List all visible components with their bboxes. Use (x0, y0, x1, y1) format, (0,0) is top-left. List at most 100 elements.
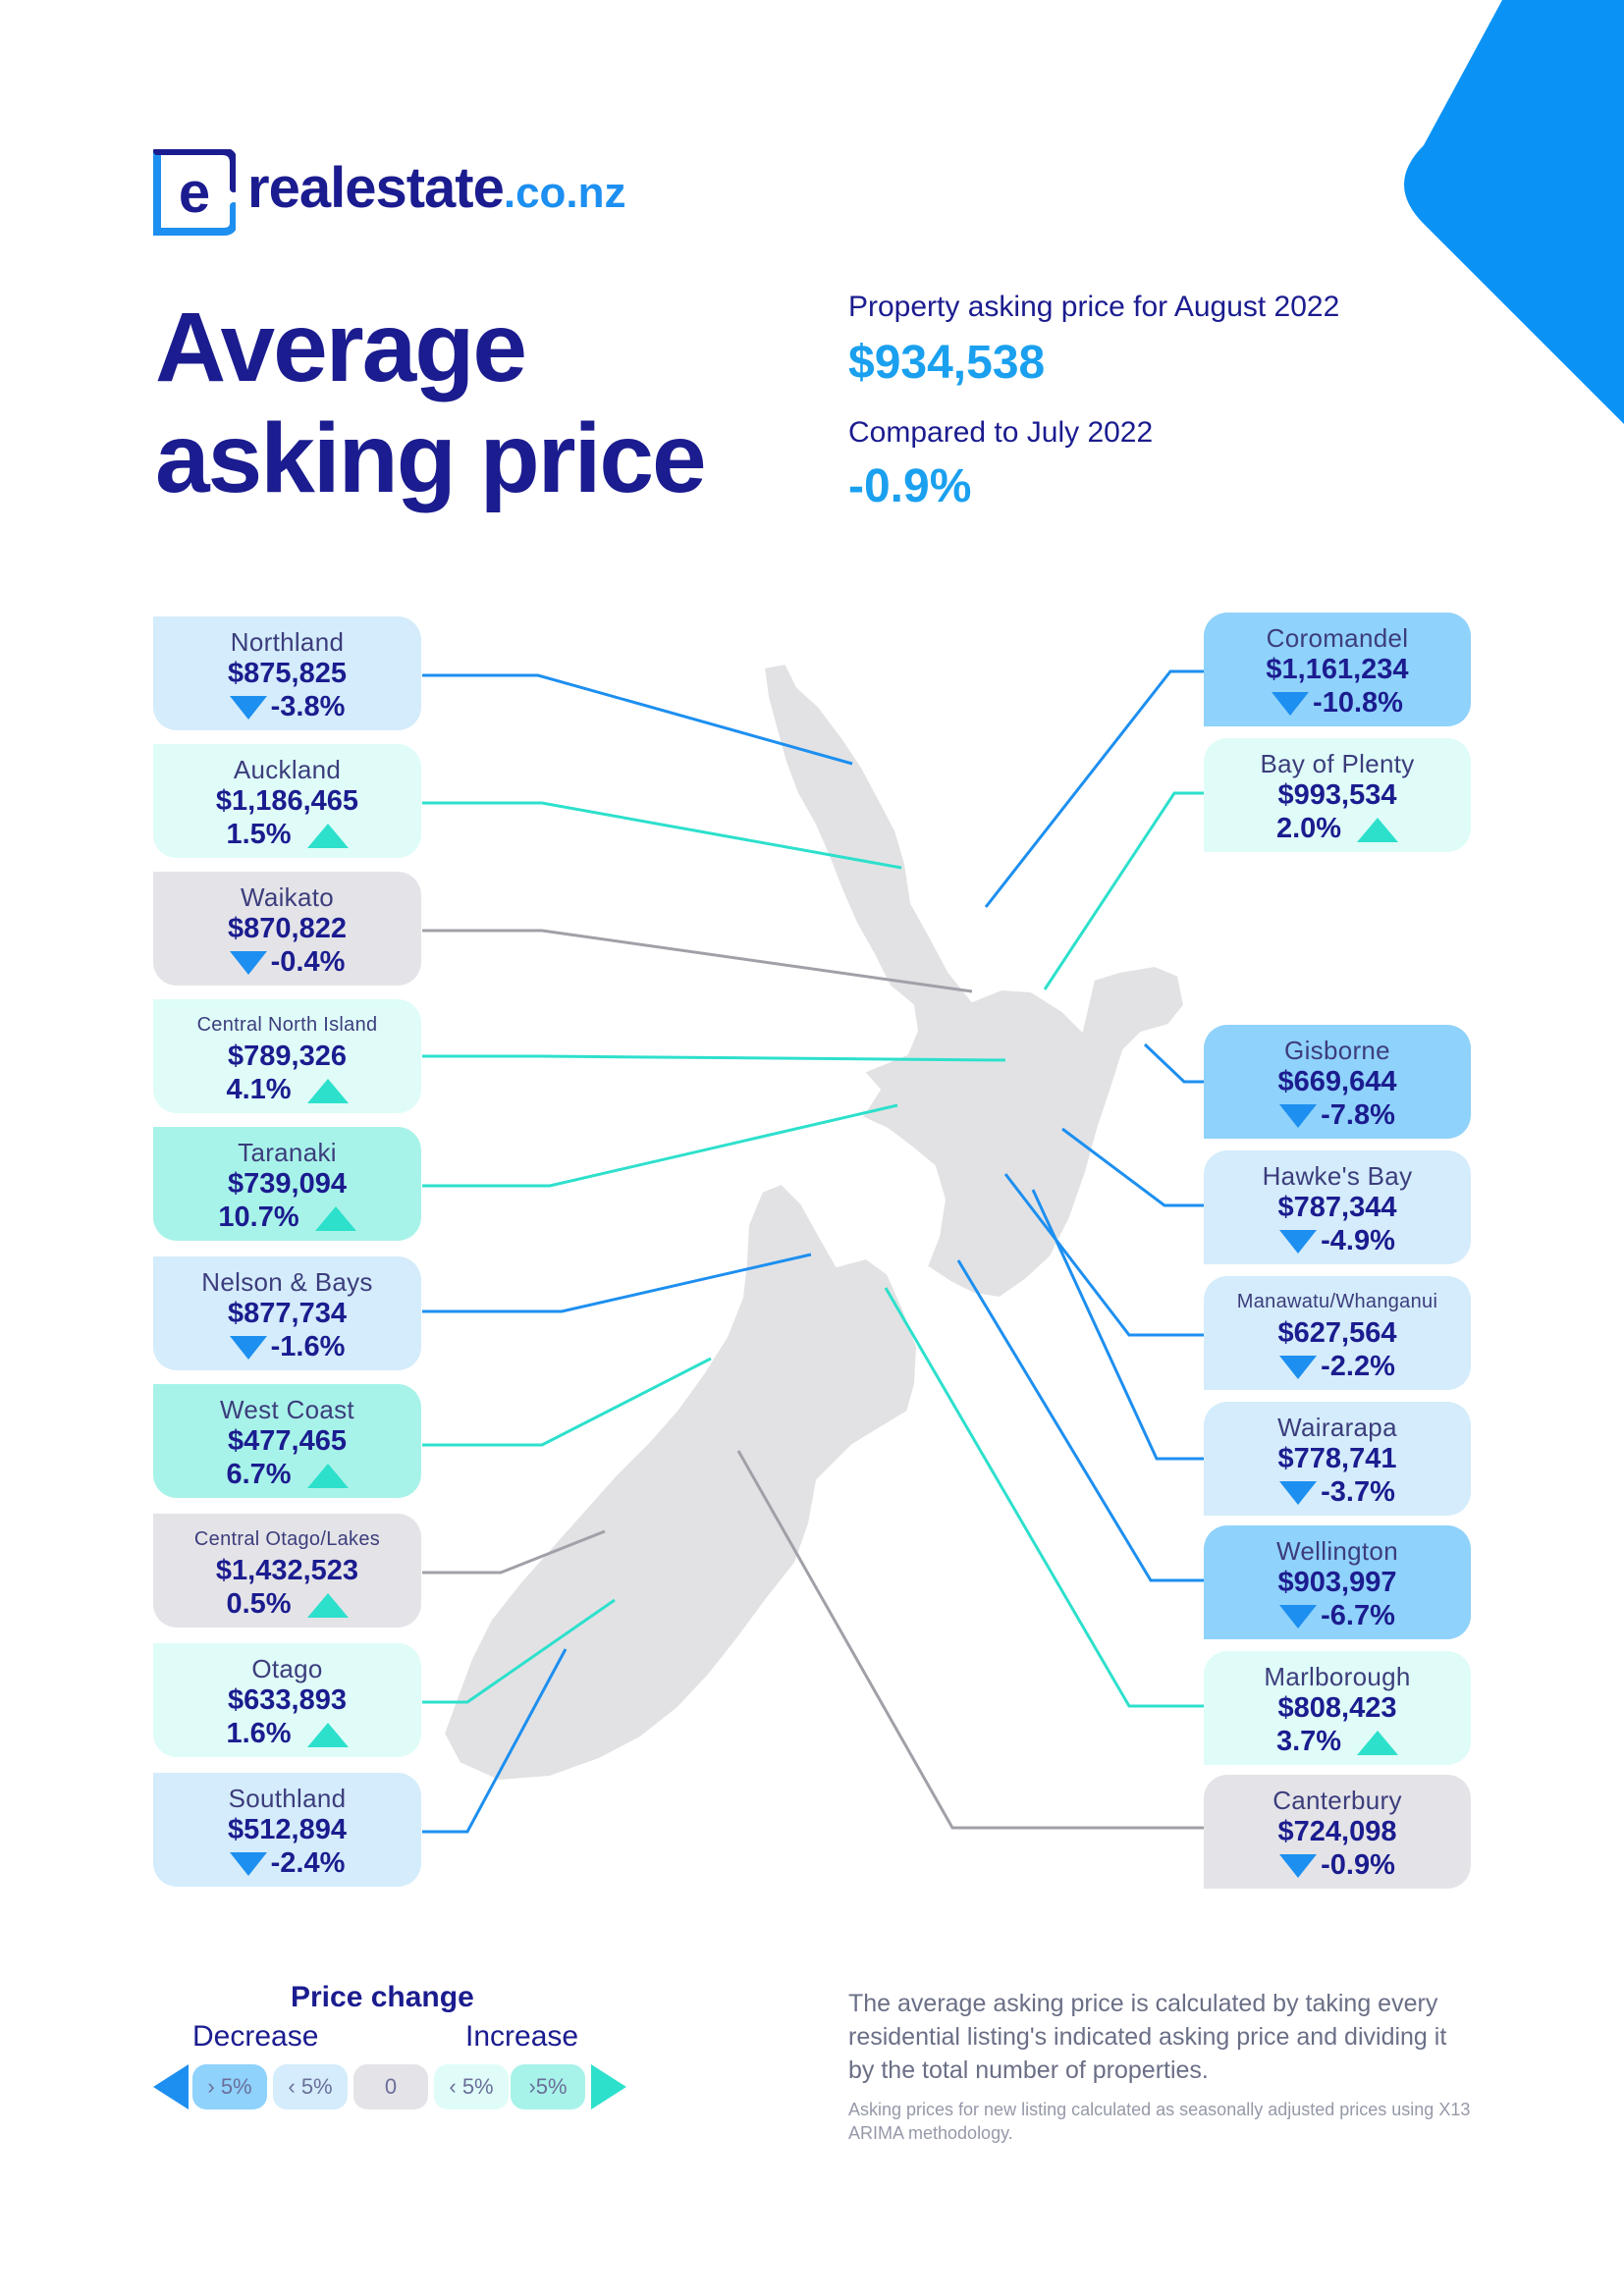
region-change-value: -1.6% (270, 1331, 346, 1362)
region-price: $724,098 (1277, 1816, 1397, 1847)
legend-pill-neutral: 0 (353, 2064, 428, 2109)
connector-coromandel (984, 669, 1204, 908)
region-change-value: -0.4% (270, 946, 346, 978)
region-change-value: 1.6% (226, 1718, 292, 1749)
region-change-row: 10.7% (153, 1201, 421, 1234)
region-name: Taranaki (238, 1138, 337, 1167)
decrease-triangle-icon (1279, 1104, 1318, 1129)
region-change-value: -2.2% (1321, 1351, 1395, 1382)
region-name: Marlborough (1264, 1662, 1411, 1691)
region-name: Hawke's Bay (1262, 1161, 1413, 1191)
title-line-1: Average (155, 293, 527, 402)
region-change-value: -2.4% (270, 1847, 346, 1879)
realestate-logo-icon: e (153, 149, 236, 236)
increase-triangle-icon (1357, 817, 1399, 842)
region-price: $875,825 (228, 658, 347, 689)
region-card-central-otago-lakes: Central Otago/Lakes $1,432,523 0.5% (153, 1514, 421, 1628)
decrease-triangle-icon (229, 1336, 267, 1361)
page-title: Average asking price (155, 293, 707, 514)
north-island-shape (762, 662, 1186, 1300)
region-change-row: -4.9% (1204, 1224, 1471, 1257)
region-card-waikato: Waikato $870,822 -0.4% (153, 872, 421, 986)
decrease-triangle-icon (229, 951, 267, 976)
increase-triangle-icon (1357, 1730, 1399, 1755)
region-change-value: -3.8% (270, 691, 346, 722)
decrease-triangle-icon (229, 696, 267, 721)
region-card-bay-of-plenty: Bay of Plenty $993,534 2.0% (1204, 738, 1471, 852)
fine-print-note: Asking prices for new listing calculated… (848, 2100, 1471, 2143)
legend-increase-label: Increase (465, 2020, 579, 2053)
region-card-marlborough: Marlborough $808,423 3.7% (1204, 1651, 1471, 1765)
region-price: $993,534 (1277, 779, 1397, 811)
brand-name: realestate (247, 156, 505, 220)
region-change-row: 2.0% (1204, 812, 1471, 845)
connector-otago (422, 1598, 616, 1704)
connector-southland (422, 1648, 568, 1834)
region-change-row: -2.2% (1204, 1350, 1471, 1383)
region-change-value: 6.7% (226, 1459, 292, 1490)
legend-decrease-label: Decrease (192, 2020, 319, 2053)
region-name: Auckland (233, 755, 342, 784)
region-change-value: 10.7% (218, 1201, 299, 1233)
connector-lines (422, 669, 1204, 1834)
region-name: Coromandel (1266, 623, 1409, 653)
methodology-note: The average asking price is calculated b… (848, 1990, 1447, 2084)
region-name: Waikato (240, 882, 335, 912)
region-card-southland: Southland $512,894 -2.4% (153, 1773, 421, 1887)
legend-pill-decrease-small: ‹ 5% (273, 2064, 348, 2109)
region-price: $512,894 (228, 1814, 347, 1845)
region-change-row: -0.9% (1204, 1848, 1471, 1882)
connector-wellington (956, 1259, 1204, 1582)
increase-triangle-icon (314, 1205, 356, 1231)
connector-manawatu (1003, 1173, 1204, 1337)
connector-marlborough (884, 1287, 1204, 1708)
region-change-value: 3.7% (1275, 1726, 1342, 1757)
asking-price-label: Property asking price for August 2022 (848, 291, 1340, 323)
south-island-shape (442, 1182, 919, 1783)
region-change-row: -7.8% (1204, 1098, 1471, 1132)
region-change-value: -4.9% (1321, 1225, 1395, 1256)
region-price: $739,094 (228, 1168, 347, 1200)
region-change-row: 1.5% (153, 818, 421, 851)
region-price: $1,161,234 (1266, 654, 1409, 685)
region-change-row: -6.7% (1204, 1599, 1471, 1632)
region-name: Wellington (1276, 1536, 1398, 1566)
region-card-coromandel: Coromandel $1,161,234 -10.8% (1204, 613, 1471, 726)
region-card-otago: Otago $633,893 1.6% (153, 1643, 421, 1757)
region-price: $877,734 (228, 1298, 347, 1329)
region-name: Wairarapa (1277, 1413, 1397, 1442)
region-change-row: -1.6% (153, 1330, 421, 1363)
region-change-value: -0.9% (1321, 1849, 1395, 1881)
connector-gisborne (1143, 1042, 1204, 1084)
compare-value: -0.9% (848, 460, 972, 512)
region-price: $1,186,465 (215, 785, 359, 817)
region-change-row: 1.6% (153, 1717, 421, 1750)
region-change-value: -3.7% (1321, 1476, 1395, 1508)
region-name: Gisborne (1284, 1036, 1390, 1065)
region-name: Otago (251, 1654, 323, 1683)
region-price: $808,423 (1277, 1692, 1397, 1724)
region-name: Central North Island (196, 1014, 378, 1036)
decrease-triangle-icon (1279, 1356, 1318, 1380)
asking-price-value: $934,538 (848, 337, 1046, 389)
region-card-canterbury: Canterbury $724,098 -0.9% (1204, 1775, 1471, 1889)
brand-wordmark: realestate.co.nz (247, 155, 626, 221)
connector-central-north-island (422, 1054, 1006, 1062)
region-change-row: -3.7% (1204, 1475, 1471, 1509)
region-name: Central Otago/Lakes (193, 1528, 381, 1550)
connector-wairarapa (1031, 1189, 1204, 1461)
region-change-row: -10.8% (1204, 686, 1471, 720)
region-price: $669,644 (1277, 1066, 1397, 1097)
decrease-triangle-icon (1279, 1605, 1318, 1629)
region-card-auckland: Auckland $1,186,465 1.5% (153, 744, 421, 858)
compare-label: Compared to July 2022 (848, 416, 1154, 449)
increase-arrow-icon (591, 2064, 626, 2109)
brand-tld: .co.nz (503, 169, 626, 217)
region-card-west-coast: West Coast $477,465 6.7% (153, 1384, 421, 1498)
region-card-wairarapa: Wairarapa $778,741 -3.7% (1204, 1402, 1471, 1516)
region-name: Bay of Plenty (1260, 749, 1415, 778)
region-change-row: -3.8% (153, 690, 421, 723)
region-name: Nelson & Bays (201, 1267, 373, 1297)
